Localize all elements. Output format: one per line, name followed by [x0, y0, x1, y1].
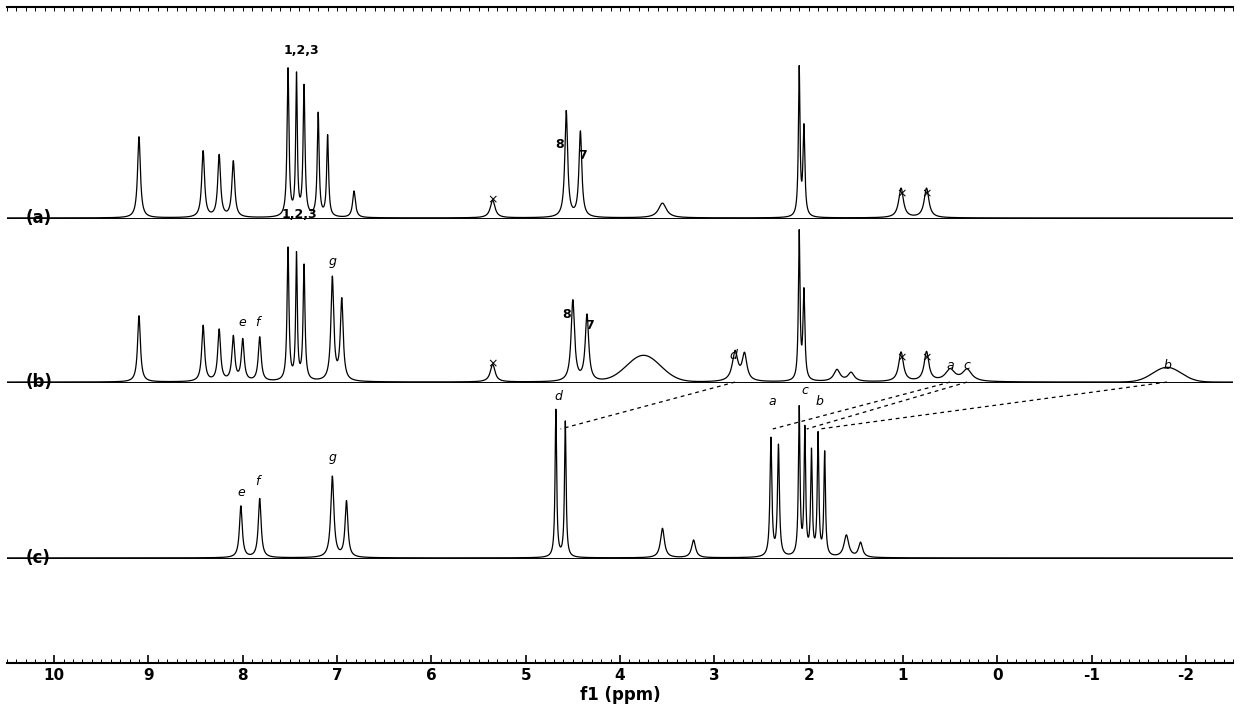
Text: (b): (b)	[26, 373, 52, 391]
Text: b: b	[1163, 358, 1171, 372]
Text: ×: ×	[487, 193, 498, 206]
Text: 8: 8	[554, 137, 563, 151]
Text: c: c	[801, 384, 808, 397]
Text: f: f	[255, 474, 259, 488]
Text: (c): (c)	[26, 549, 51, 567]
Text: a: a	[946, 358, 954, 372]
Text: (a): (a)	[26, 209, 52, 227]
Text: ×: ×	[487, 358, 498, 370]
Text: 1,2,3: 1,2,3	[281, 208, 317, 221]
Text: 1,2,3: 1,2,3	[284, 44, 319, 57]
Text: ×: ×	[921, 188, 931, 201]
Text: e: e	[237, 486, 244, 499]
Text: b: b	[816, 395, 823, 408]
Text: g: g	[329, 451, 336, 464]
Text: ×: ×	[921, 351, 931, 365]
Text: d: d	[729, 348, 737, 362]
Text: d: d	[554, 390, 563, 402]
Text: g: g	[329, 255, 336, 268]
Text: a: a	[769, 395, 776, 408]
Text: f: f	[255, 316, 259, 329]
Text: 7: 7	[585, 319, 594, 332]
Text: e: e	[239, 316, 247, 329]
Text: 8: 8	[562, 308, 570, 321]
Text: 7: 7	[579, 149, 588, 162]
Text: c: c	[963, 358, 971, 372]
X-axis label: f1 (ppm): f1 (ppm)	[579, 686, 661, 704]
Text: ×: ×	[895, 188, 906, 201]
Text: ×: ×	[895, 351, 906, 365]
